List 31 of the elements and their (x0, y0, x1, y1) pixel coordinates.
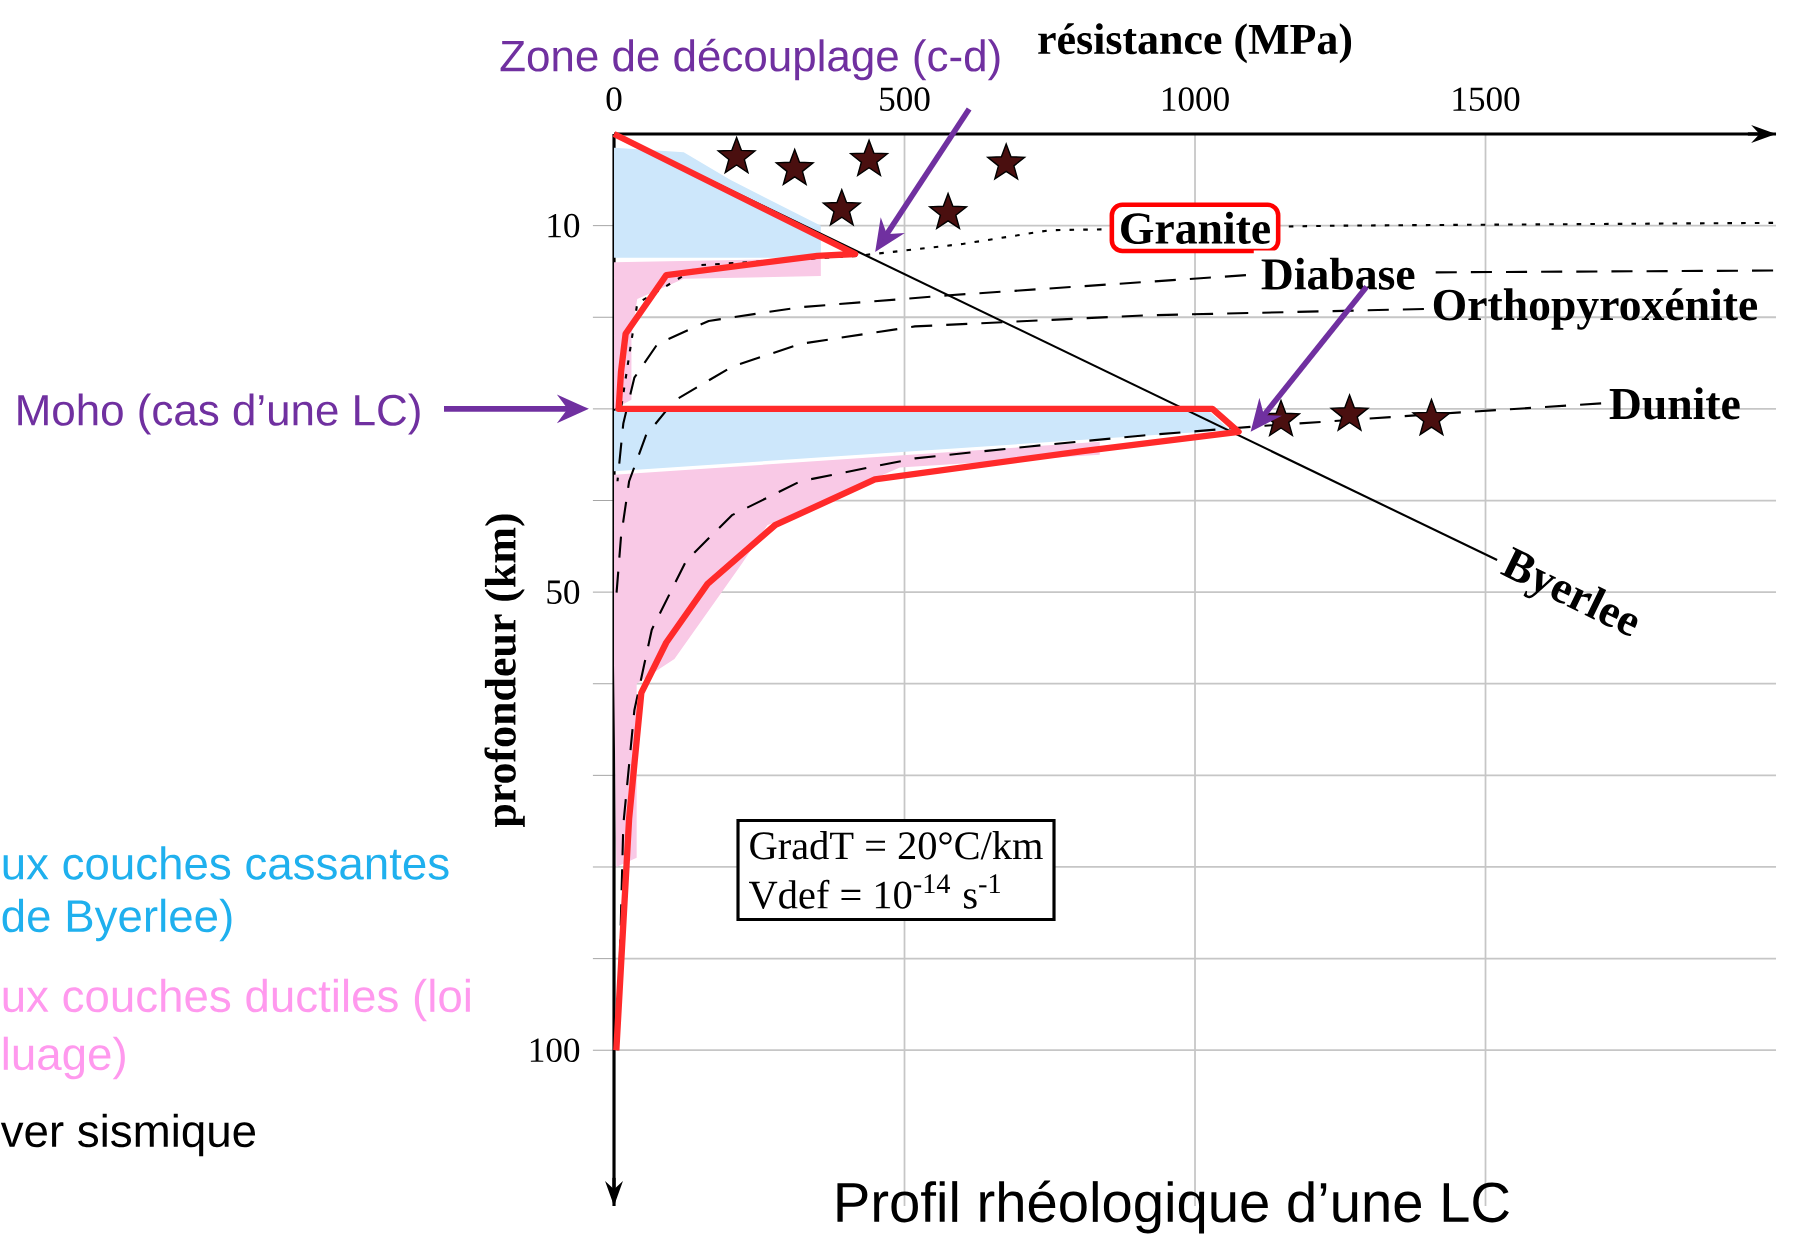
y-tick-label: 10 (548, 213, 580, 238)
series-label: Dunite (1609, 387, 1740, 420)
text: Profil rhéologique d’une LC (837, 1180, 1509, 1234)
point (1412, 398, 1451, 436)
text: Moho (cas d’une LC) (18, 393, 420, 435)
point (775, 148, 814, 186)
text: ux couches ductiles (loi (3, 978, 470, 1022)
point (822, 189, 861, 226)
text: Zone de découplage (c-d) (500, 38, 1000, 81)
x-tick-label: 0 (606, 87, 622, 112)
annotation: Vdef = 10$^{-14}$ s$^{-1}$ (749, 874, 1000, 909)
x-tick-label: 1000 (1162, 87, 1229, 112)
x-axis-title: résistance (MPa) (1038, 23, 1352, 64)
point (987, 143, 1026, 180)
series-label: Granite (1121, 211, 1270, 244)
text: ver sismique (0, 1113, 256, 1157)
y-tick-label: 100 (530, 1038, 580, 1063)
x-tick-label: 1500 (1453, 87, 1520, 112)
text: luage) (3, 1036, 125, 1080)
text: de Byerlee) (2, 898, 232, 942)
series-label: Diabase (1261, 257, 1415, 290)
annotation: GradT = 20°C/km (750, 831, 1043, 860)
text: ux couches cassantes (3, 846, 449, 880)
point (1330, 394, 1369, 431)
y-tick-label: 50 (547, 580, 580, 604)
y-axis-title: profondeur (km) (484, 514, 525, 828)
point (928, 192, 968, 230)
point (717, 136, 756, 174)
series-label: Orthopyroxénite (1433, 288, 1758, 330)
point (849, 139, 889, 176)
x-tick-label: 500 (880, 87, 930, 112)
